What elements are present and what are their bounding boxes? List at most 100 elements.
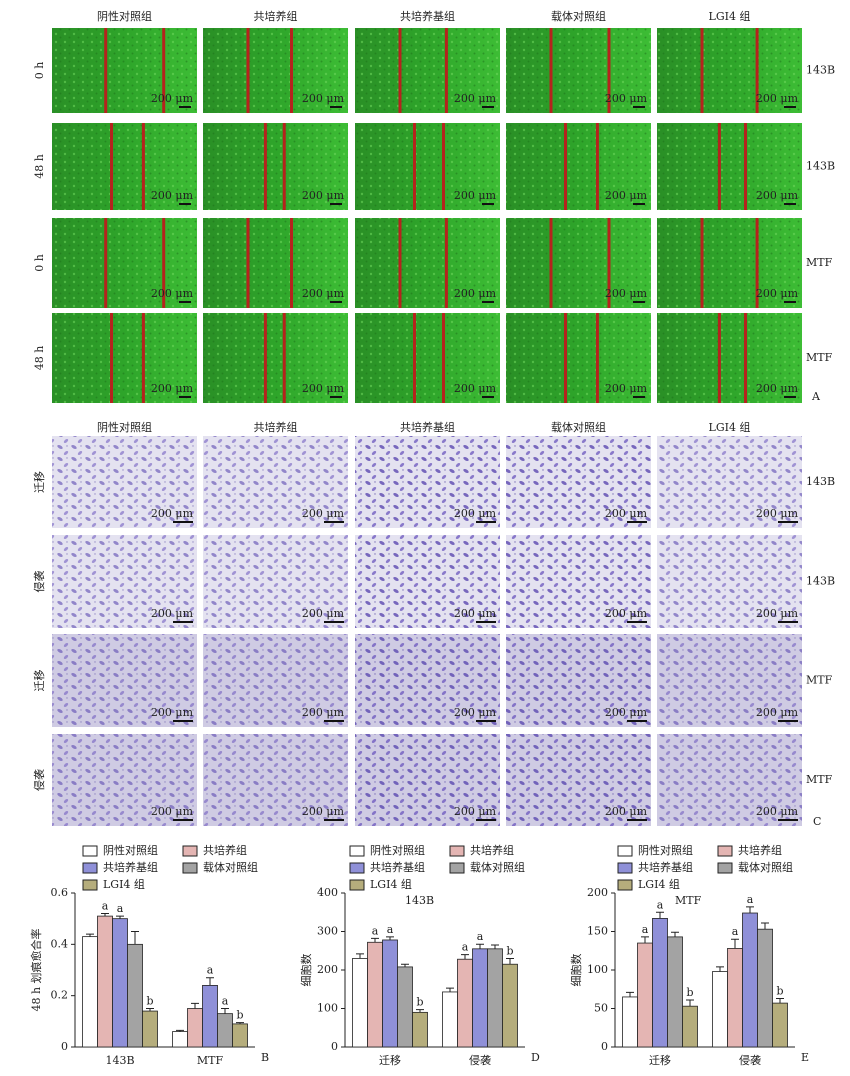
scale-bar	[179, 106, 191, 108]
error-bar	[476, 943, 484, 949]
image-texture	[203, 436, 348, 528]
legend-swatch	[717, 862, 733, 874]
bar	[187, 1008, 203, 1048]
y-axis-label: 48 h 划痕愈合率	[29, 928, 43, 1011]
legend-swatch	[617, 862, 633, 874]
bar	[742, 912, 758, 1048]
scale-bar	[476, 819, 496, 821]
error-bar	[656, 911, 664, 919]
y-tick-label: 100	[587, 963, 608, 976]
image-texture	[355, 218, 500, 308]
row-label: 迁移	[33, 471, 46, 493]
column-header: 共培养基组	[400, 9, 455, 23]
significance-label: a	[207, 964, 214, 977]
image-texture	[355, 436, 500, 528]
scale-bar	[627, 521, 647, 523]
wound-edge	[398, 28, 402, 113]
wound-edge	[444, 28, 448, 113]
scale-label: 200 μm	[756, 189, 799, 202]
scale-label: 200 μm	[151, 382, 194, 395]
bar	[127, 943, 143, 1048]
legend-label: 共培养组	[470, 843, 514, 857]
bar	[382, 939, 398, 1048]
bar	[397, 966, 413, 1048]
image-texture	[355, 313, 500, 403]
scale-label: 200 μm	[302, 92, 345, 105]
row-label: 0 h	[33, 62, 46, 80]
error-bar	[206, 977, 214, 986]
column-header: LGI4 组	[709, 9, 751, 23]
panel-letter: D	[531, 1051, 540, 1064]
image-texture	[52, 734, 197, 826]
image-texture	[203, 634, 348, 727]
legend-label: 共培养基组	[370, 860, 425, 874]
error-bar	[221, 1008, 229, 1014]
x-tick-label: 侵袭	[739, 1053, 761, 1067]
error-bar	[116, 915, 124, 919]
image-texture	[657, 634, 802, 727]
image-texture	[506, 634, 651, 727]
bar	[727, 948, 743, 1048]
scale-label: 200 μm	[151, 706, 194, 719]
cell-line-label: MTF	[806, 773, 833, 786]
bar	[487, 948, 503, 1048]
x-tick-label: 143B	[105, 1054, 134, 1067]
scale-bar	[330, 203, 342, 205]
image-texture	[506, 436, 651, 528]
scale-label: 200 μm	[605, 287, 648, 300]
bar	[637, 942, 653, 1048]
legend-label: 共培养组	[203, 843, 247, 857]
legend-swatch	[349, 879, 365, 891]
error-bar	[131, 931, 139, 945]
bar	[412, 1011, 428, 1048]
scale-bar	[330, 301, 342, 303]
wound-edge	[110, 123, 113, 210]
legend-label: 共培养组	[738, 843, 782, 857]
error-bar	[776, 997, 784, 1004]
bar	[82, 936, 98, 1048]
y-tick-label: 0	[61, 1040, 68, 1053]
wound-edge	[564, 313, 567, 403]
error-bar	[386, 936, 394, 940]
bar	[502, 963, 518, 1048]
scale-label: 200 μm	[454, 92, 497, 105]
scale-label: 200 μm	[302, 189, 345, 202]
row-label: 48 h	[33, 154, 46, 179]
image-texture	[657, 535, 802, 628]
wound-edge	[444, 218, 448, 308]
scale-label: 200 μm	[151, 92, 194, 105]
image-texture	[355, 634, 500, 727]
scale-label: 200 μm	[605, 607, 648, 620]
column-header: 阴性对照组	[97, 9, 152, 23]
wound-edge	[246, 218, 250, 308]
y-tick-label: 200	[317, 963, 338, 976]
scale-label: 200 μm	[756, 287, 799, 300]
legend-label: 载体对照组	[738, 860, 793, 874]
legend-swatch	[82, 862, 98, 874]
image-texture	[203, 734, 348, 826]
scale-bar	[324, 621, 344, 623]
scale-label: 200 μm	[302, 805, 345, 818]
wound-edge	[549, 218, 553, 308]
image-texture	[506, 734, 651, 826]
scale-bar	[173, 819, 193, 821]
image-texture	[52, 123, 197, 210]
error-bar	[761, 922, 769, 930]
error-bar	[356, 953, 364, 959]
y-tick-label: 400	[317, 886, 338, 899]
error-bar	[461, 954, 469, 960]
y-tick-label: 50	[594, 1002, 608, 1015]
scale-bar	[784, 301, 796, 303]
wound-edge	[717, 313, 721, 403]
scale-bar	[778, 621, 798, 623]
significance-label: b	[506, 944, 513, 957]
column-header: 阴性对照组	[97, 420, 152, 434]
legend-label: 阴性对照组	[638, 843, 693, 857]
row-label: 0 h	[33, 254, 46, 272]
scale-label: 200 μm	[605, 189, 648, 202]
scale-bar	[778, 819, 798, 821]
scale-bar	[633, 301, 645, 303]
legend-swatch	[82, 879, 98, 891]
error-bar	[401, 963, 409, 967]
